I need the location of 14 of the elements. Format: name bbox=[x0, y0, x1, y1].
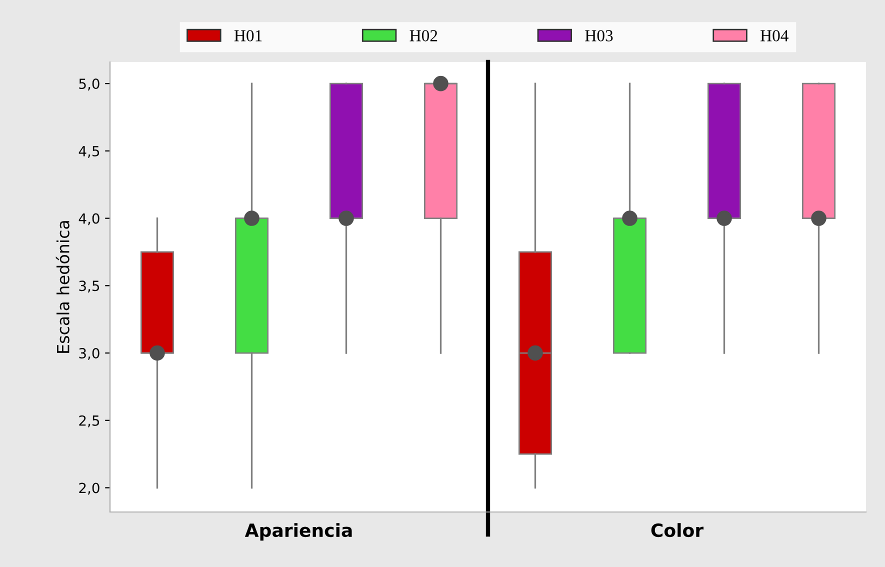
y-tick-label: 2,0 bbox=[79, 482, 100, 495]
y-tick-label: 2,5 bbox=[79, 415, 100, 428]
x-tick-label: Apariencia bbox=[244, 523, 352, 541]
legend-label: H01 bbox=[234, 30, 262, 42]
y-tick-label: 3,5 bbox=[79, 280, 100, 293]
y-tick-label: 5,0 bbox=[79, 78, 100, 90]
y-tick-label: 4,5 bbox=[78, 146, 100, 158]
legend-label: H04 bbox=[760, 30, 788, 42]
x-tick-label: Color bbox=[651, 523, 704, 538]
legend-label: H03 bbox=[585, 30, 613, 42]
y-axis-title: Escala hedónica bbox=[56, 221, 70, 353]
y-tick-label: 3,0 bbox=[79, 348, 100, 360]
y-tick-label: 4,0 bbox=[78, 213, 100, 226]
legend-label: H02 bbox=[410, 30, 438, 42]
